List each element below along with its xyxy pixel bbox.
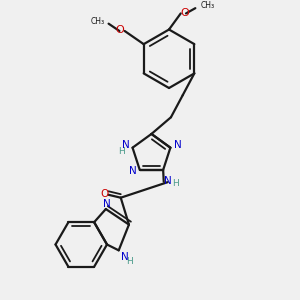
Text: N: N	[129, 167, 136, 176]
Text: CH₃: CH₃	[91, 17, 105, 26]
Text: O: O	[115, 26, 124, 35]
Text: N: N	[164, 176, 171, 186]
Text: CH₃: CH₃	[201, 1, 215, 10]
Text: H: H	[172, 178, 179, 188]
Text: H: H	[118, 147, 125, 156]
Text: O: O	[181, 8, 190, 18]
Text: O: O	[100, 189, 108, 199]
Text: N: N	[122, 140, 130, 150]
Text: H: H	[126, 257, 133, 266]
Text: N: N	[174, 140, 182, 150]
Text: N: N	[103, 199, 111, 209]
Text: N: N	[121, 252, 128, 262]
